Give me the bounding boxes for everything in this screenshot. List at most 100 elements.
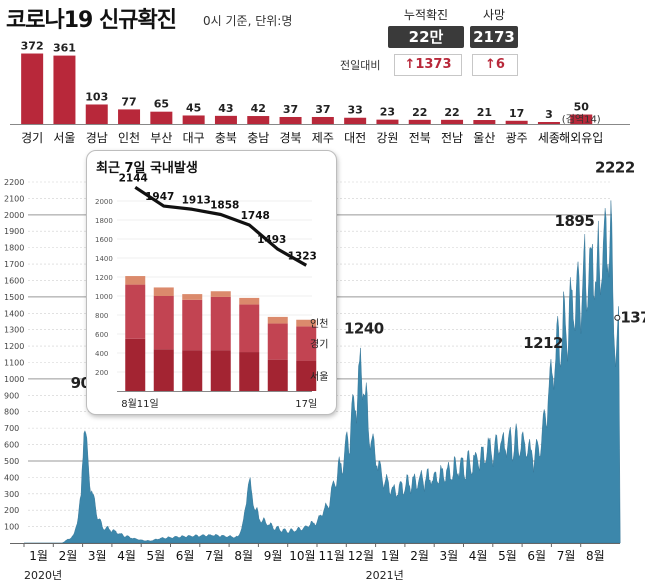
deaths-label: 사망 <box>482 8 506 22</box>
inset-y-tick-1800: 1800 <box>95 217 113 225</box>
regional-label-충북: 충북 <box>215 131 237 145</box>
inset-bar-서울-1 <box>153 349 174 391</box>
inset-line-label-0: 2144 <box>119 172 148 184</box>
inset-legend-인천: 인천 <box>310 318 328 330</box>
regional-value-인천: 77 <box>121 95 136 108</box>
page-title: 코로나19 신규확진 <box>6 8 177 33</box>
regional-value-울산: 21 <box>477 106 492 119</box>
x-tick-label-19: 8월 <box>586 549 605 563</box>
regional-label-세종: 세종 <box>538 131 560 145</box>
regional-label-대전: 대전 <box>344 131 366 145</box>
y-tick-1600: 1600 <box>4 276 24 285</box>
x-tick-label-7: 8월 <box>234 549 253 563</box>
regional-label-광주: 광주 <box>506 131 528 145</box>
x-tick-label-17: 6월 <box>527 549 546 563</box>
regional-label-경북: 경북 <box>280 131 302 145</box>
inset-y-tick-2000: 2000 <box>95 198 113 206</box>
inset-trend-line <box>134 185 308 267</box>
inset-bar-경기-0 <box>125 284 146 339</box>
inset-y-tick-200: 200 <box>95 369 108 377</box>
y-tick-1100: 1100 <box>4 359 24 368</box>
x-tick-label-10: 11월 <box>318 549 344 563</box>
inset-title: 최근 7일 국내발생 <box>96 161 198 176</box>
inset-legend-서울: 서울 <box>310 371 328 383</box>
inset-x-label-start: 8월11일 <box>121 398 159 410</box>
regional-value-대전: 33 <box>347 104 362 117</box>
regional-bar-대구 <box>182 115 205 124</box>
regional-bar-전북 <box>408 119 431 124</box>
inset-bar-인천-4 <box>239 297 260 305</box>
y-tick-300: 300 <box>4 490 19 499</box>
y-tick-2200: 2200 <box>4 178 24 187</box>
y-tick-600: 600 <box>4 441 19 450</box>
y-tick-400: 400 <box>4 473 19 482</box>
regional-bar-경남 <box>85 104 108 124</box>
regional-label-울산: 울산 <box>473 131 495 145</box>
x-tick-label-16: 5월 <box>498 549 517 563</box>
y-tick-200: 200 <box>4 506 19 515</box>
x-tick-label-9: 10월 <box>289 549 315 563</box>
regional-bar-울산 <box>473 120 496 124</box>
x-tick-label-4: 5월 <box>147 549 166 563</box>
year-label-2020: 2020년 <box>24 569 62 582</box>
x-tick-label-18: 7월 <box>557 549 576 563</box>
y-tick-800: 800 <box>4 408 19 417</box>
inset-y-tick-400: 400 <box>95 350 108 358</box>
regional-value-강원: 23 <box>380 106 395 119</box>
regional-label-제주: 제주 <box>312 131 334 145</box>
regional-bar-충북 <box>214 115 237 124</box>
inset-legend-경기: 경기 <box>310 338 328 351</box>
inset-y-tick-1400: 1400 <box>95 255 113 263</box>
inset-bar-서울-6 <box>296 360 317 391</box>
regional-value-경기: 372 <box>21 40 44 53</box>
inset-bar-경기-5 <box>267 323 288 360</box>
deaths-value: 2173 <box>470 26 518 48</box>
regional-value-서울: 361 <box>53 42 76 55</box>
y-tick-500: 500 <box>4 457 19 466</box>
y-tick-1400: 1400 <box>4 309 24 318</box>
inset-bar-경기-2 <box>182 299 203 351</box>
regional-label-강원: 강원 <box>376 131 398 145</box>
x-tick-label-2: 3월 <box>88 549 107 563</box>
regional-value-전남: 22 <box>444 106 459 119</box>
y-tick-2100: 2100 <box>4 194 24 203</box>
inset-y-tick-1000: 1000 <box>95 293 113 301</box>
regional-label-전북: 전북 <box>409 131 431 145</box>
year-label-2021: 2021년 <box>366 569 404 582</box>
y-tick-900: 900 <box>4 391 19 400</box>
inset-bar-서울-5 <box>267 359 288 391</box>
inset-line-label-6: 1323 <box>288 250 317 262</box>
inset-x-label-end: 17일 <box>295 398 317 410</box>
regional-bar-전남 <box>441 119 464 124</box>
x-tick-label-6: 7월 <box>205 549 224 563</box>
regional-label-경기: 경기 <box>21 131 43 145</box>
inset-line-label-3: 1858 <box>210 199 239 211</box>
inset-bar-경기-6 <box>296 326 317 361</box>
regional-label-대구: 대구 <box>183 131 205 145</box>
inset-y-tick-600: 600 <box>95 331 108 339</box>
regional-value-전북: 22 <box>412 106 427 119</box>
regional-bar-대전 <box>344 117 367 124</box>
cumulative-change: ↑1373 <box>394 54 462 76</box>
regional-bar-부산 <box>150 111 173 124</box>
regional-label-해외유입: 해외유입 <box>559 131 603 145</box>
y-tick-1800: 1800 <box>4 244 24 253</box>
peak-label-2222: 2222 <box>595 158 635 176</box>
inset-chart: 200 400 600 800 1000 1200 1400 1600 1800 2000 서울 경기… <box>95 172 328 410</box>
peak-label-1212: 1212 <box>523 334 563 352</box>
cumulative-label: 누적확진 <box>403 8 449 22</box>
inset-bar-경기-4 <box>239 304 260 353</box>
inset-bar-인천-3 <box>210 291 231 297</box>
y-tick-1700: 1700 <box>4 260 24 269</box>
regional-value-해외유입: 50 <box>574 101 590 114</box>
inset-bar-서울-4 <box>239 352 260 391</box>
inset-y-tick-1600: 1600 <box>95 236 113 244</box>
regional-label-서울: 서울 <box>53 131 75 145</box>
regional-bar-경기 <box>21 53 44 124</box>
regional-value-경북: 37 <box>283 103 298 116</box>
inset-bar-서울-2 <box>182 350 203 391</box>
inset-bar-경기-3 <box>210 296 231 351</box>
inset-y-tick-800: 800 <box>95 312 108 320</box>
peak-label-1895: 1895 <box>555 212 595 230</box>
regional-value-광주: 17 <box>509 107 524 120</box>
